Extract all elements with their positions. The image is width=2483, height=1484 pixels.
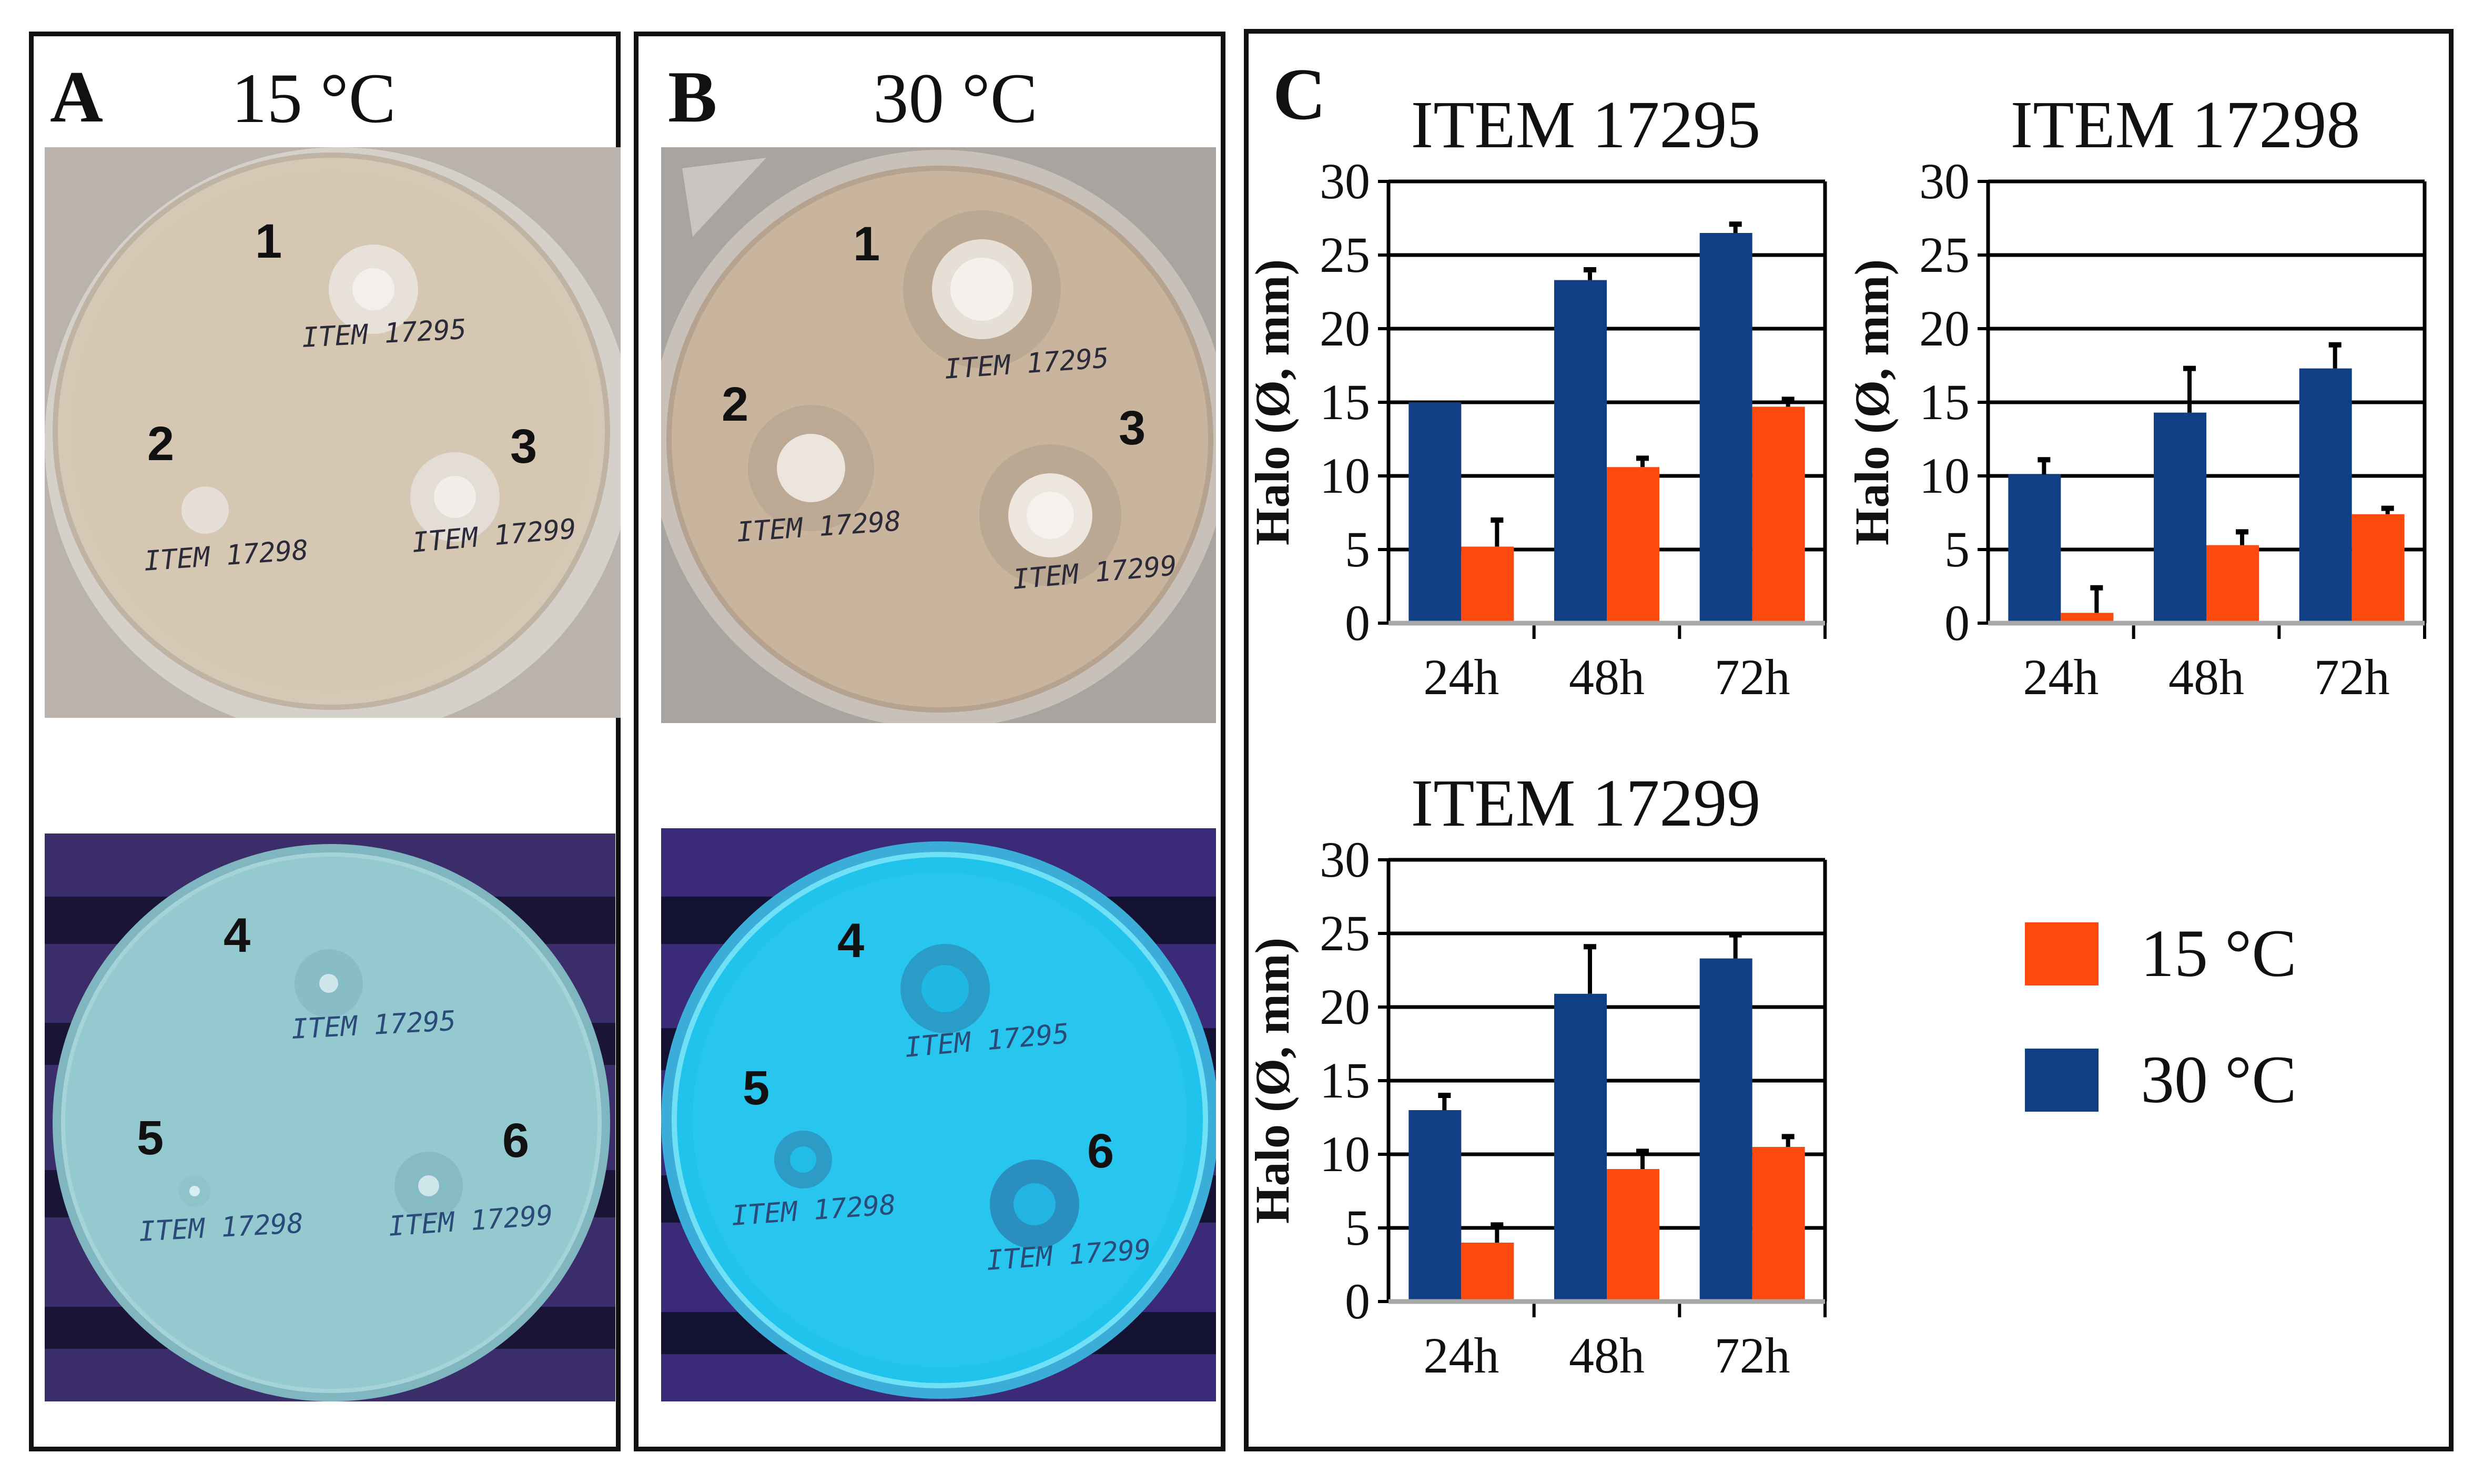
y-tick-label: 0 [1345,1273,1370,1329]
plate-number: 3 [1119,401,1146,455]
plate-number: 1 [255,215,282,268]
bar [1752,406,1805,623]
y-tick-label: 10 [1320,448,1370,504]
chart-svg: ITEM 17295 Halo (Ø, mm) 0 5 10 15 20 25 30 24h 48h… [1245,87,1827,705]
y-tick-label: 15 [1919,374,1970,430]
plate-number: 2 [147,417,174,471]
bar [1554,993,1607,1302]
x-tick-label: 72h [2314,649,2390,705]
y-tick-label: 5 [1345,521,1370,577]
y-tick-label: 20 [1919,300,1970,357]
plate-number: 6 [502,1114,529,1167]
y-tick-label: 15 [1320,1052,1370,1109]
legend-label-15c: 15 °C [2141,916,2297,991]
chart-item-17298: ITEM 17298 Halo (Ø, mm) 0 5 10 15 20 25 30 24h 48h… [1845,79,2456,736]
bar [2154,412,2206,623]
chart-legend: 15 °C 30 °C [2025,915,2393,1136]
y-tick-label: 0 [1944,595,1970,651]
plate-number: 1 [853,217,880,271]
y-axis-label: Halo (Ø, mm) [1845,259,1899,545]
plate-number: 2 [722,378,748,431]
y-tick-label: 30 [1919,153,1970,209]
panel-a-temperature: 15 °C [231,59,396,138]
panel-c-letter: C [1273,54,1326,135]
panel-b-letter: B [668,56,717,138]
bar [2206,545,2259,623]
chart-item-17299: ITEM 17299 Halo (Ø, mm) 0 5 10 15 20 25 30 24h 48h… [1245,757,1857,1415]
panel-a-letter: A [50,56,104,138]
chart-title: ITEM 17295 [1411,87,1761,162]
bar [1607,1169,1659,1302]
chart-item-17295: ITEM 17295 Halo (Ø, mm) 0 5 10 15 20 25 30 24h 48h… [1245,79,1857,736]
bar [2061,613,2114,623]
plate-number: 5 [743,1061,769,1115]
y-tick-label: 30 [1320,153,1370,209]
plate-photo-a-bottom: 4 5 6 ITEM 17295 ITEM 17298 ITEM 17299 [45,834,615,1401]
bar [1554,280,1607,623]
legend-item-30c: 30 °C [2025,1041,2297,1119]
y-tick-label: 15 [1320,374,1370,430]
y-tick-label: 25 [1320,227,1370,283]
chart-svg: ITEM 17298 Halo (Ø, mm) 0 5 10 15 20 25 30 24h 48h… [1845,87,2427,705]
legend-swatch-15c [2025,922,2099,985]
x-tick-label: 48h [1569,649,1645,705]
bar [1699,958,1752,1302]
bar [1699,233,1752,623]
bar [1607,467,1659,623]
plate-photo-a-top: 1 2 3 ITEM 17295 ITEM 17298 ITEM 17299 [45,147,621,718]
x-tick-label: 24h [1423,649,1499,705]
y-tick-label: 25 [1320,905,1370,961]
bar [2352,514,2405,623]
y-axis-label: Halo (Ø, mm) [1245,938,1299,1224]
bar [2299,368,2352,623]
bar [1461,546,1514,623]
plate-number: 4 [837,914,864,968]
y-tick-label: 20 [1320,300,1370,357]
bar [2008,474,2061,623]
bar [1408,402,1462,623]
legend-swatch-30c [2025,1048,2099,1112]
y-tick-label: 10 [1919,448,1970,504]
legend-label-30c: 30 °C [2141,1042,2297,1117]
y-tick-label: 30 [1320,831,1370,888]
x-tick-label: 48h [1569,1327,1645,1384]
chart-svg: ITEM 17299 Halo (Ø, mm) 0 5 10 15 20 25 30 24h 48h… [1245,766,1827,1384]
x-tick-label: 72h [1715,1327,1790,1384]
halo-a2 [181,486,229,534]
plate-photo-b-bottom: 4 5 6 ITEM 17295 ITEM 17298 ITEM 17299 [661,828,1216,1401]
x-tick-label: 24h [1423,1327,1499,1384]
chart-title: ITEM 17299 [1411,766,1761,840]
bar [1752,1147,1805,1302]
y-tick-label: 5 [1944,521,1970,577]
y-tick-label: 0 [1345,595,1370,651]
bar [1408,1110,1462,1302]
plate-photo-b-top: 1 2 3 ITEM 17295 ITEM 17298 ITEM 17299 [661,147,1216,723]
y-tick-label: 5 [1345,1200,1370,1256]
plate-number: 6 [1087,1124,1114,1178]
bar [1461,1243,1514,1302]
panel-b-temperature: 30 °C [873,59,1038,138]
plate-number: 5 [137,1111,164,1165]
y-tick-label: 10 [1320,1126,1370,1182]
plate-number: 3 [510,420,537,473]
chart-title: ITEM 17298 [2011,87,2360,162]
y-axis-label: Halo (Ø, mm) [1245,259,1299,545]
x-tick-label: 24h [2023,649,2099,705]
y-tick-label: 20 [1320,979,1370,1035]
x-tick-label: 72h [1715,649,1790,705]
x-tick-label: 48h [2168,649,2244,705]
plate-number: 4 [224,909,250,962]
y-tick-label: 25 [1919,227,1970,283]
legend-item-15c: 15 °C [2025,915,2297,992]
